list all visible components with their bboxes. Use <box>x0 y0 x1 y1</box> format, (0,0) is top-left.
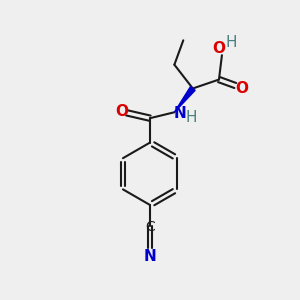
Text: O: O <box>235 81 248 96</box>
Text: N: N <box>173 106 186 121</box>
Text: O: O <box>212 41 226 56</box>
Text: O: O <box>116 103 129 118</box>
Text: C: C <box>146 220 155 234</box>
Text: N: N <box>144 249 156 264</box>
Text: H: H <box>186 110 197 125</box>
Text: H: H <box>225 35 237 50</box>
Polygon shape <box>174 87 195 112</box>
